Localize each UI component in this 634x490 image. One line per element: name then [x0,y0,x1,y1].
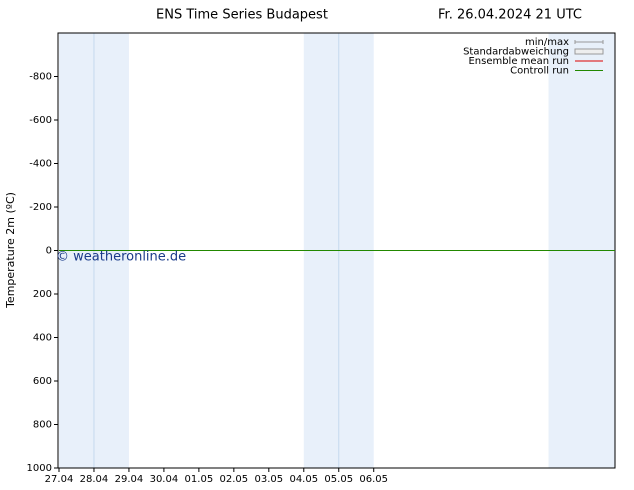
x-tick-label: 28.04 [80,474,109,485]
legend-label: Standardabweichung [463,47,569,58]
x-tick-label: 03.05 [254,474,283,485]
chart-title: ENS Time Series Budapest [156,8,328,23]
y-tick-label: -800 [29,72,52,83]
x-tick-label: 30.04 [150,474,179,485]
y-tick-label: 400 [33,333,52,344]
y-axis-label: Temperature 2m (ºC) [4,192,17,309]
legend-swatch [574,48,604,55]
y-tick-label: -400 [29,159,52,170]
x-tick-label: 06.05 [359,474,388,485]
x-tick-label: 29.04 [115,474,144,485]
x-tick-label: 05.05 [324,474,353,485]
x-tick-label: 01.05 [185,474,214,485]
x-tick-label: 27.04 [45,474,74,485]
watermark: © weatheronline.de [56,250,186,265]
y-tick-label: 0 [46,246,52,257]
y-tick-label: 1000 [27,463,52,474]
legend-label: min/max [525,37,569,48]
y-tick-label: 200 [33,289,52,300]
chart-subtitle: Fr. 26.04.2024 21 UTC [438,8,582,23]
x-tick-label: 04.05 [289,474,318,485]
y-tick-label: -200 [29,202,52,213]
y-tick-label: -600 [29,115,52,126]
y-tick-label: 800 [33,420,52,431]
legend-label: Controll run [510,66,569,77]
x-tick-label: 02.05 [220,474,249,485]
y-tick-label: 600 [33,376,52,387]
legend-label: Ensemble mean run [468,56,569,67]
